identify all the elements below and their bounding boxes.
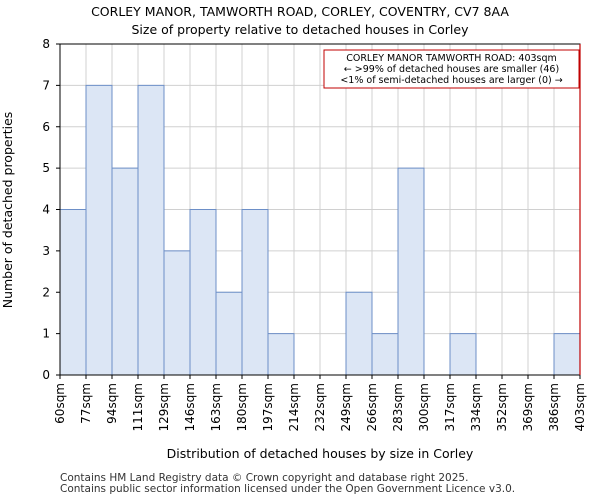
bar [267,333,295,376]
annotation-line-2: ← >99% of detached houses are smaller (4… [344,64,559,75]
y-tick-label: 3 [42,244,50,258]
x-tick-label: 129sqm [157,383,171,431]
x-tick-label: 386sqm [547,383,561,431]
chart-subtitle: Size of property relative to detached ho… [132,22,470,37]
bar [85,84,113,376]
annotation-line-3: <1% of semi-detached houses are larger (… [340,75,562,86]
y-tick-label: 1 [42,327,50,341]
bar [397,167,425,376]
x-axis-ticks: 60sqm 77sqm 94sqm 111sqm 129sqm 146sqm 163sqm 1… [53,375,587,431]
bar [553,333,581,376]
x-tick-label: 266sqm [365,383,379,431]
x-tick-label: 197sqm [261,383,275,431]
bar [449,333,477,376]
bar [371,333,399,376]
annotation-box: CORLEY MANOR TAMWORTH ROAD: 403sqm ← >99… [323,49,580,89]
x-tick-label: 300sqm [417,383,431,431]
y-tick-label: 4 [42,203,50,217]
y-axis-ticks: 0 1 2 3 4 5 6 7 8 [42,37,60,382]
x-tick-label: 111sqm [131,383,145,431]
x-tick-label: 403sqm [573,383,587,431]
footer-line-1: Contains HM Land Registry data © Crown c… [60,472,469,484]
y-tick-label: 7 [42,78,50,92]
x-tick-label: 180sqm [235,383,249,431]
chart-title: CORLEY MANOR, TAMWORTH ROAD, CORLEY, COV… [91,4,509,19]
bar [59,209,87,376]
y-tick-label: 5 [42,161,50,175]
x-tick-label: 369sqm [521,383,535,431]
x-tick-label: 146sqm [183,383,197,431]
x-tick-label: 163sqm [209,383,223,431]
x-tick-label: 334sqm [469,383,483,431]
x-tick-label: 249sqm [339,383,353,431]
bar [137,84,165,376]
x-tick-label: 77sqm [79,383,93,424]
x-tick-label: 214sqm [287,383,301,431]
bar [189,209,217,376]
bar [345,291,373,376]
x-tick-label: 283sqm [391,383,405,431]
bar [111,167,139,376]
x-tick-label: 94sqm [105,383,119,424]
y-axis-label: Number of detached properties [0,112,15,309]
x-tick-label: 232sqm [313,383,327,431]
y-tick-label: 8 [42,37,50,51]
x-tick-label: 317sqm [443,383,457,431]
x-tick-label: 60sqm [53,383,67,424]
bar [241,209,269,376]
annotation-line-1: CORLEY MANOR TAMWORTH ROAD: 403sqm [346,53,557,64]
y-tick-label: 2 [42,285,50,299]
y-tick-label: 6 [42,120,50,134]
y-tick-label: 0 [42,368,50,382]
bar [163,250,191,376]
footer-line-2: Contains public sector information licen… [60,483,516,495]
bars [59,84,581,376]
x-axis-label: Distribution of detached houses by size … [167,446,474,461]
x-tick-label: 352sqm [495,383,509,431]
bar [215,291,243,376]
